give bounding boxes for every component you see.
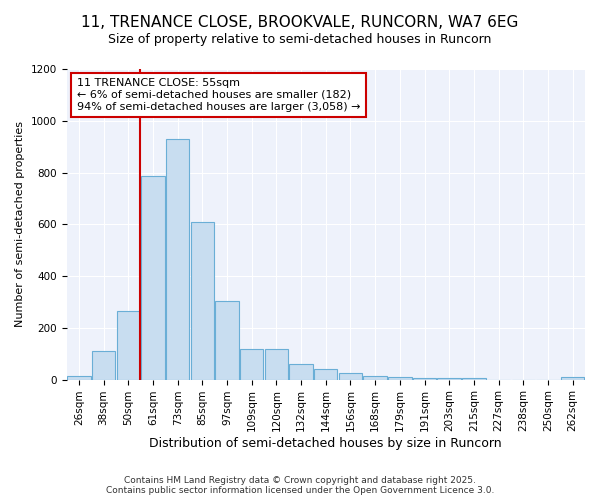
Bar	[67, 376, 91, 380]
Bar	[240, 348, 263, 380]
Bar	[215, 300, 239, 380]
Bar	[561, 377, 584, 380]
Text: 11, TRENANCE CLOSE, BROOKVALE, RUNCORN, WA7 6EG: 11, TRENANCE CLOSE, BROOKVALE, RUNCORN, …	[82, 15, 518, 30]
Text: Size of property relative to semi-detached houses in Runcorn: Size of property relative to semi-detach…	[109, 32, 491, 46]
Bar	[314, 369, 337, 380]
Bar	[265, 348, 288, 380]
Bar	[116, 311, 140, 380]
Bar	[141, 176, 164, 380]
Bar	[191, 222, 214, 380]
Bar	[388, 377, 412, 380]
Y-axis label: Number of semi-detached properties: Number of semi-detached properties	[15, 122, 25, 328]
X-axis label: Distribution of semi-detached houses by size in Runcorn: Distribution of semi-detached houses by …	[149, 437, 502, 450]
Bar	[413, 378, 436, 380]
Bar	[289, 364, 313, 380]
Bar	[339, 373, 362, 380]
Bar	[166, 139, 190, 380]
Bar	[92, 351, 115, 380]
Bar	[364, 376, 387, 380]
Bar	[462, 378, 485, 380]
Text: Contains HM Land Registry data © Crown copyright and database right 2025.
Contai: Contains HM Land Registry data © Crown c…	[106, 476, 494, 495]
Bar	[437, 378, 461, 380]
Text: 11 TRENANCE CLOSE: 55sqm
← 6% of semi-detached houses are smaller (182)
94% of s: 11 TRENANCE CLOSE: 55sqm ← 6% of semi-de…	[77, 78, 361, 112]
